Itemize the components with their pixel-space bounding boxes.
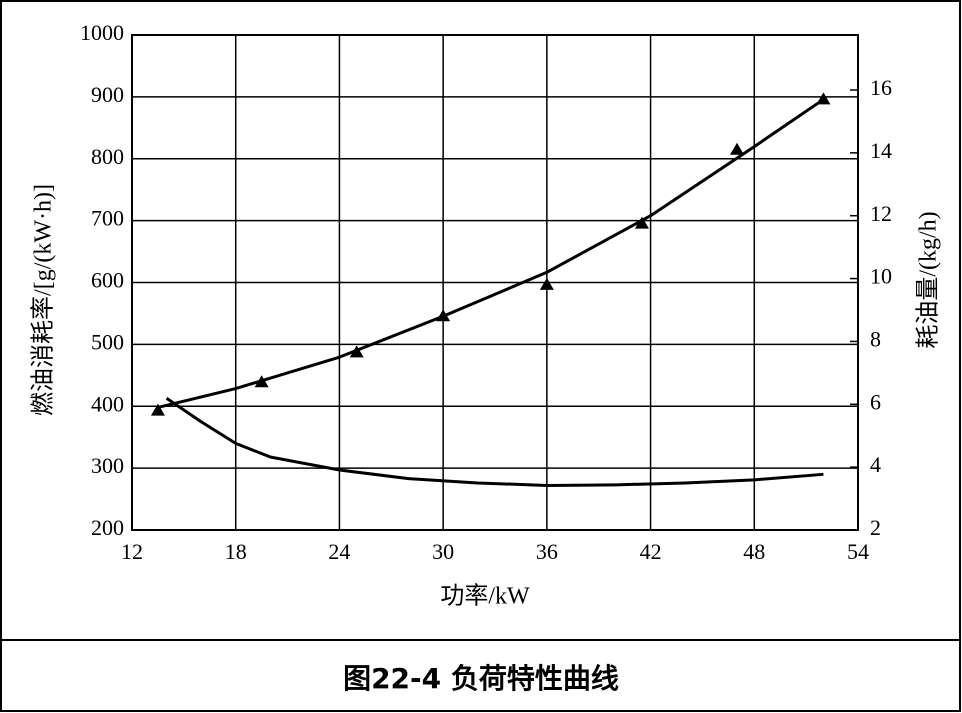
y2-tick-label: 10 [870,264,892,289]
series-line [165,396,824,487]
y2-tick-label: 6 [870,389,881,414]
triangle-marker [150,403,165,416]
y-tick-label: 200 [91,515,124,540]
triangle-marker [539,277,554,290]
y-tick-label: 600 [91,268,124,293]
y-tick-label: 400 [91,391,124,416]
chart-title: 图22-4 负荷特性曲线 [343,662,619,695]
triangle-marker [634,216,649,229]
x-axis-label: 功率/kW [440,583,530,610]
y-tick-label: 1000 [80,20,124,45]
y2-tick-label: 12 [870,201,892,226]
triangle-marker [816,92,831,105]
y-tick-label: 900 [91,82,124,107]
y2-tick-label: 2 [870,515,881,540]
x-tick-label: 30 [432,539,454,564]
series-line [157,98,825,409]
y-tick-label: 800 [91,144,124,169]
y-axis-label: 燃油消耗率/[g/(kW·h)] [30,184,57,416]
x-tick-label: 24 [328,539,350,564]
x-tick-label: 18 [225,539,247,564]
triangle-marker [436,309,451,322]
y2-tick-label: 4 [870,452,881,477]
y-tick-label: 700 [91,206,124,231]
triangle-marker [730,142,744,155]
x-tick-label: 42 [640,539,662,564]
plot-frame [131,34,859,531]
y2-tick-label: 8 [870,326,881,351]
x-tick-label: 54 [847,539,869,564]
y-tick-label: 300 [91,453,124,478]
y2-axis-label: 耗油量/(kg/h) [915,211,942,348]
x-tick-label: 36 [536,539,558,564]
y2-tick-label: 16 [870,75,892,100]
x-tick-label: 48 [743,539,765,564]
y-tick-label: 500 [91,329,124,354]
y2-tick-label: 14 [870,138,892,163]
triangle-marker [254,375,269,388]
x-tick-label: 12 [121,539,143,564]
triangle-marker [349,345,364,358]
